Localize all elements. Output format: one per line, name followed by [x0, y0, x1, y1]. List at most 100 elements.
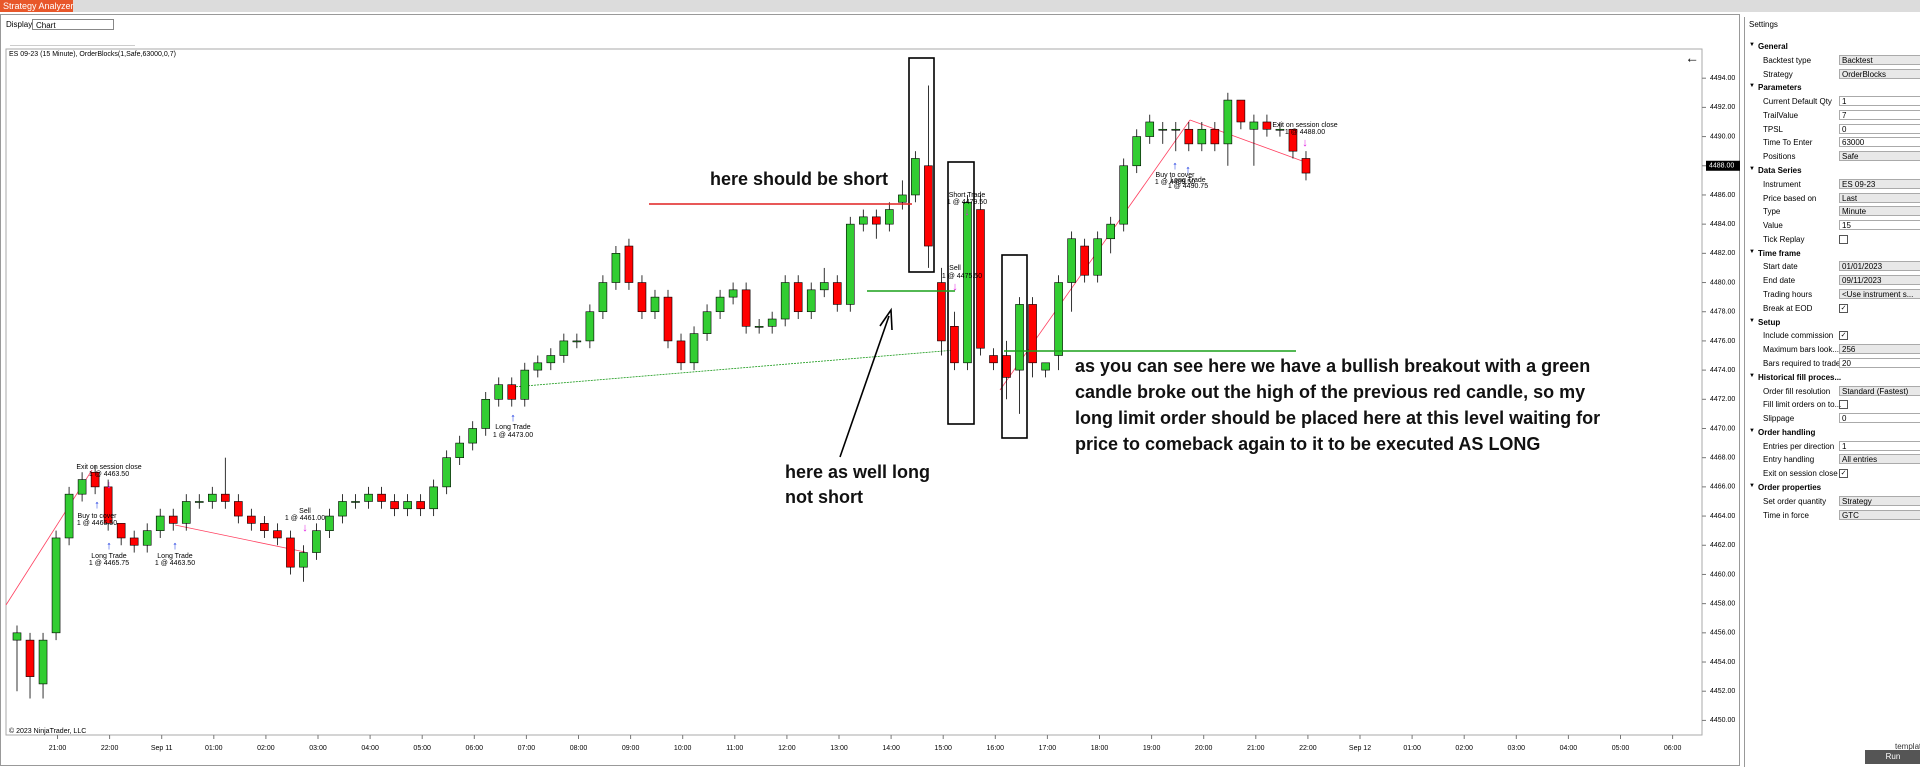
setting-label: Include commission: [1763, 331, 1834, 341]
trade-annotation: Sell: [299, 508, 311, 515]
candle-body: [598, 282, 608, 313]
setting-value[interactable]: 63000: [1839, 137, 1920, 148]
setting-value[interactable]: <Use instrument s...: [1839, 289, 1920, 300]
sell-arrow: ↓: [964, 206, 970, 218]
setting-label: Current Default Qty: [1763, 97, 1832, 107]
candle-body: [247, 515, 256, 524]
trade-line: [5, 469, 93, 606]
candle-body: [924, 165, 933, 247]
section-toggle[interactable]: ▼: [1749, 166, 1755, 173]
pointer-arrow-head: [879, 307, 893, 331]
x-tick-label: Sep 12: [1349, 745, 1371, 752]
setting-value[interactable]: Backtest: [1839, 54, 1920, 65]
last-price-label: 4488.00: [1709, 163, 1734, 170]
note-text: here should be short: [710, 169, 888, 189]
x-tick-label: 21:00: [49, 745, 67, 752]
setting-value[interactable]: Standard (Fastest): [1839, 385, 1920, 396]
trade-annotation: Long Trade: [1170, 177, 1206, 184]
candle-body: [885, 209, 894, 225]
candle-body: [455, 442, 464, 458]
run-button[interactable]: Run: [1865, 750, 1920, 764]
setting-value[interactable]: 7: [1839, 109, 1920, 120]
sell-arrow: ↓: [302, 522, 308, 534]
section-toggle[interactable]: ▼: [1749, 248, 1755, 255]
x-tick-label: 09:00: [622, 745, 640, 752]
candle-body: [155, 515, 165, 531]
setting-checkbox[interactable]: [1839, 234, 1848, 244]
setting-value[interactable]: 1: [1839, 96, 1920, 107]
setting-value[interactable]: 0: [1839, 123, 1920, 134]
candle-body: [559, 340, 569, 356]
candle-body: [12, 632, 22, 641]
candle-body: [494, 384, 504, 400]
display-select[interactable]: Chart: [32, 19, 114, 30]
x-tick-label: 22:00: [101, 745, 119, 752]
setting-value[interactable]: 256: [1839, 344, 1920, 355]
setting-value[interactable]: 15: [1839, 220, 1920, 231]
x-tick-label: 03:00: [309, 745, 327, 752]
y-tick-label: 4474.00: [1710, 367, 1735, 374]
section-toggle[interactable]: ▼: [1749, 317, 1755, 324]
section-toggle[interactable]: ▼: [1749, 482, 1755, 489]
setting-checkbox[interactable]: ✓: [1839, 331, 1848, 341]
y-tick-label: 4468.00: [1710, 455, 1735, 462]
x-tick-label: 21:00: [1247, 745, 1265, 752]
section-title: Order handling: [1758, 427, 1816, 437]
y-tick-label: 4494.00: [1710, 75, 1735, 82]
setting-value[interactable]: 09/11/2023: [1839, 275, 1920, 286]
candle-body: [507, 384, 517, 400]
setting-value[interactable]: Strategy: [1839, 495, 1920, 506]
back-arrow[interactable]: ←: [1685, 50, 1699, 66]
copyright: © 2023 NinjaTrader, LLC: [9, 727, 86, 735]
setting-label: Entry handling: [1763, 455, 1815, 465]
x-tick-label: 04:00: [361, 745, 379, 752]
candle-body: [950, 326, 959, 364]
candle-body: [286, 537, 295, 568]
x-tick-label: 10:00: [674, 745, 692, 752]
setting-checkbox[interactable]: ✓: [1839, 469, 1848, 479]
setting-value[interactable]: Last: [1839, 192, 1920, 203]
pointer-arrow: [839, 315, 890, 458]
section-toggle[interactable]: ▼: [1749, 372, 1755, 379]
note-text: candle broke out the high of the previou…: [1075, 382, 1585, 402]
setting-checkbox[interactable]: [1839, 400, 1848, 410]
setting-label: Tick Replay: [1763, 234, 1805, 244]
chart-toolbar[interactable]: [10, 35, 135, 46]
setting-value[interactable]: Minute: [1839, 206, 1920, 217]
setting-value[interactable]: 1: [1839, 440, 1920, 451]
candle-body: [442, 457, 451, 488]
y-tick-label: 4478.00: [1710, 309, 1735, 316]
setting-value[interactable]: OrderBlocks: [1839, 68, 1920, 79]
x-tick-label: 12:00: [778, 745, 796, 752]
trade-annotation: 1 @ 4479.50: [947, 199, 987, 206]
setting-value[interactable]: 01/01/2023: [1839, 261, 1920, 272]
section-toggle[interactable]: ▼: [1749, 83, 1755, 90]
setting-label: Type: [1763, 207, 1781, 217]
candle-body: [611, 253, 621, 283]
window-tab[interactable]: Strategy Analyzer: [0, 0, 74, 12]
candle-body: [780, 282, 790, 320]
candle-body: [585, 311, 595, 342]
candle-body: [1223, 99, 1233, 145]
candle-body: [1301, 158, 1311, 174]
candle-body: [64, 493, 74, 539]
trade-annotation: 1 @ 4488.00: [1285, 129, 1325, 136]
section-toggle[interactable]: ▼: [1749, 427, 1755, 434]
setting-checkbox[interactable]: ✓: [1839, 303, 1848, 313]
candle-body: [416, 501, 425, 510]
section-toggle[interactable]: ▼: [1749, 42, 1755, 48]
candle-body: [1119, 165, 1128, 225]
setting-value[interactable]: 0: [1839, 413, 1920, 424]
setting-value[interactable]: Safe: [1839, 151, 1920, 162]
x-tick-label: 05:00: [413, 745, 431, 752]
setting-label: Exit on session close: [1763, 469, 1838, 479]
setting-value[interactable]: GTC: [1839, 509, 1920, 520]
candle-body: [650, 296, 660, 313]
setting-value[interactable]: 20: [1839, 357, 1920, 368]
setting-value[interactable]: ES 09-23: [1839, 178, 1920, 189]
chart-panel: [0, 14, 1740, 766]
candle-body: [1067, 238, 1076, 283]
buy-arrow: ↑: [1185, 164, 1191, 176]
highlight-box: [1001, 254, 1028, 439]
setting-value[interactable]: All entries: [1839, 454, 1920, 465]
